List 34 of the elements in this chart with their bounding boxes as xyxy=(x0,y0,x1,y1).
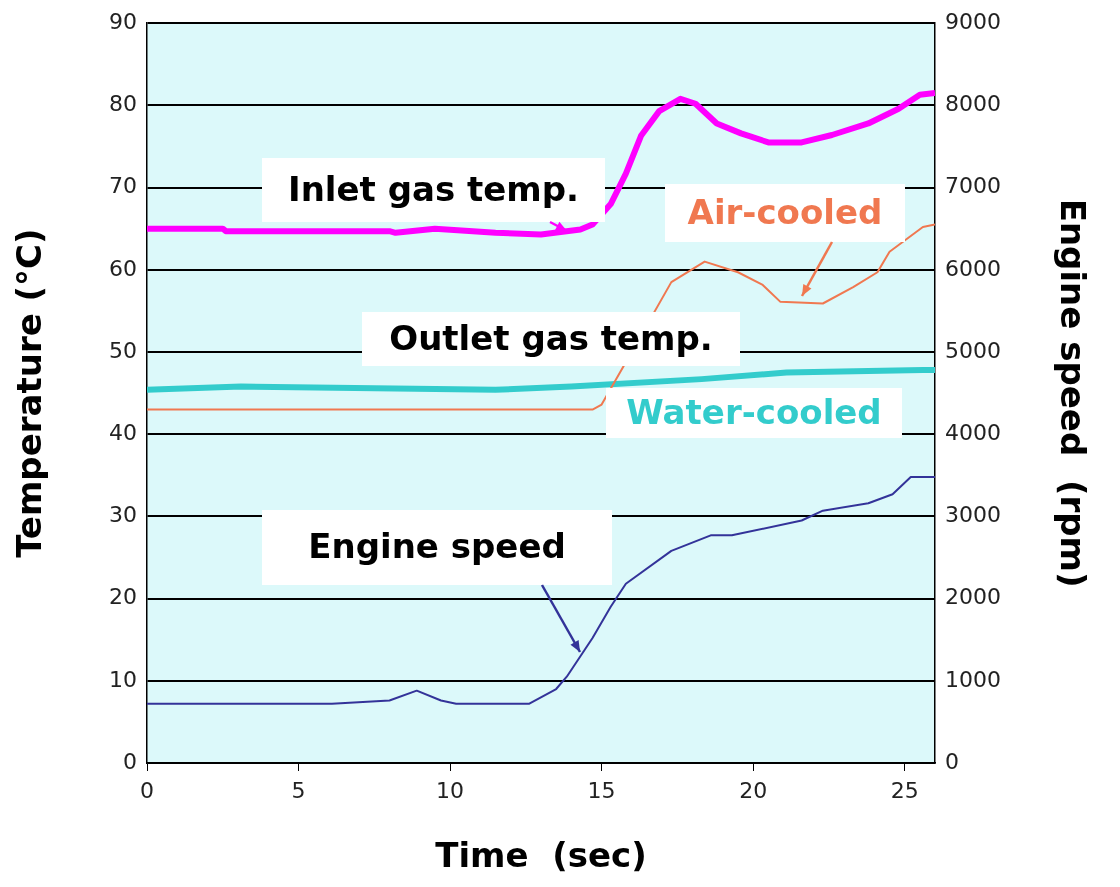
x-tick-label: 20 xyxy=(739,777,768,803)
series-label: Engine speed xyxy=(308,526,566,567)
y2-tick-label: 5000 xyxy=(945,337,1001,363)
y-tick-label: 90 xyxy=(109,8,137,34)
x-axis-title: Time (sec) xyxy=(435,835,647,876)
y2-tick-label: 3000 xyxy=(945,502,1001,528)
x-tick-label: 25 xyxy=(890,777,919,803)
annotation: Outlet gas temp. xyxy=(389,317,713,358)
x-tick-label: 0 xyxy=(140,777,154,803)
y-tick-label: 20 xyxy=(109,584,137,610)
series-label: Inlet gas temp. xyxy=(287,168,580,209)
y2-axis-title: Engine speed (rpm) xyxy=(1052,198,1093,588)
y2-tick-label: 7000 xyxy=(945,173,1001,199)
y-tick-label: 30 xyxy=(109,502,137,528)
y-axis-title: Temperature (°C) xyxy=(9,228,50,558)
y2-tick-label: 9000 xyxy=(945,8,1001,34)
y-tick-label: 40 xyxy=(109,419,137,445)
y2-tick-label: 4000 xyxy=(945,419,1001,445)
series-label: Air-cooled xyxy=(687,191,883,232)
y-tick-label: 60 xyxy=(109,255,137,281)
y2-tick-label: 1000 xyxy=(945,666,1001,692)
y2-tick-label: 8000 xyxy=(945,91,1001,117)
x-tick-label: 5 xyxy=(291,777,306,803)
y2-tick-label: 6000 xyxy=(945,255,1001,281)
y-tick-label: 50 xyxy=(109,337,137,363)
y2-tick-label: 2000 xyxy=(945,584,1001,610)
x-tick-label: 15 xyxy=(587,777,616,803)
y-tick-label: 70 xyxy=(109,173,137,199)
y-tick-label: 0 xyxy=(123,748,137,774)
y2-tick-label: 0 xyxy=(945,748,959,774)
series-label: Water-cooled xyxy=(626,391,882,432)
y-tick-label: 10 xyxy=(109,666,137,692)
y-tick-label: 80 xyxy=(109,91,137,117)
x-tick-label: 10 xyxy=(436,777,465,803)
